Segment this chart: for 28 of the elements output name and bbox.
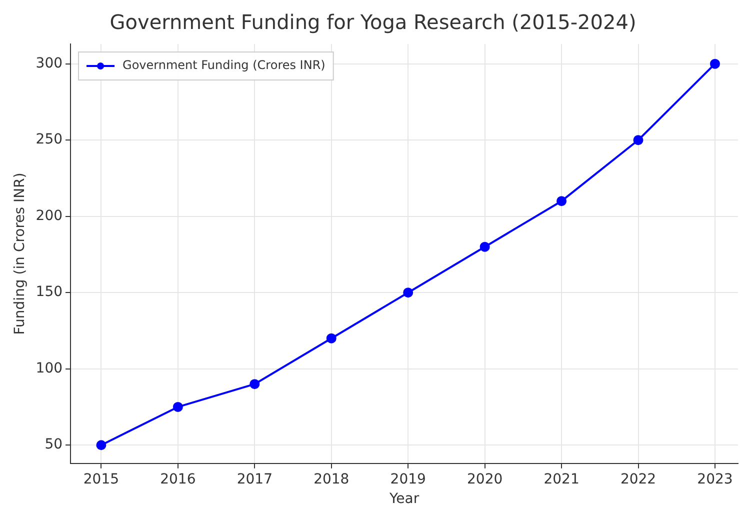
point	[633, 135, 644, 146]
chart-title: Government Funding for Yoga Research (2015-2024)	[110, 10, 636, 34]
point	[403, 288, 414, 298]
y-axis-title: Funding (in Crores INR)	[12, 172, 28, 335]
point	[250, 379, 260, 390]
y-tick-label: 200	[36, 208, 63, 224]
x-tick-label: 2016	[160, 471, 196, 488]
point	[556, 196, 567, 206]
y-tick-label: 100	[36, 360, 63, 376]
y-tick-label: 300	[36, 55, 63, 72]
x-tick-label: 2020	[467, 471, 503, 488]
x-tick-label: 2017	[236, 471, 272, 488]
point	[710, 58, 720, 69]
y-tick-label: 250	[36, 132, 63, 148]
x-tick-label: 2023	[697, 471, 733, 488]
x-axis-title: Year	[388, 491, 420, 508]
x-tick-label: 2018	[314, 471, 350, 488]
point	[172, 402, 183, 412]
point	[326, 333, 336, 344]
x-tick-label: 2019	[390, 471, 426, 488]
legend-label: Government Funding (Crores INR)	[122, 58, 326, 72]
y-tick-label: 50	[44, 436, 63, 453]
y-tick-label: 150	[36, 284, 63, 300]
point	[96, 440, 106, 450]
x-tick-label: 2022	[620, 471, 656, 488]
x-tick-label: 2021	[544, 471, 580, 488]
point	[480, 242, 490, 252]
x-tick-label: 2015	[83, 471, 120, 488]
